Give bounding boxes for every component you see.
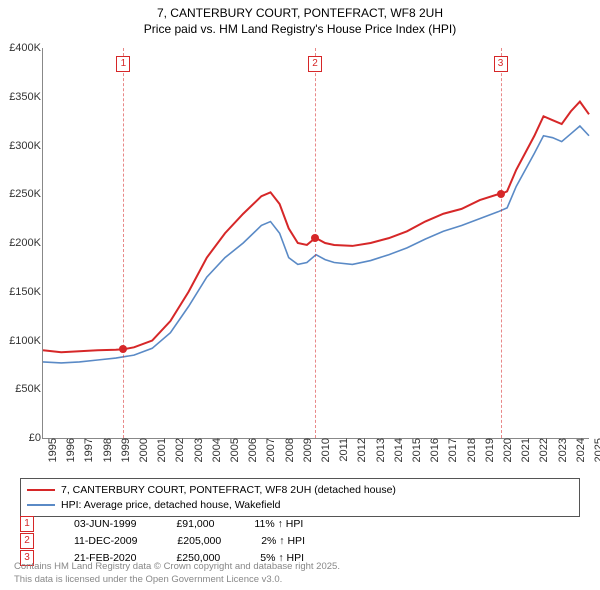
x-axis-tick-label: 1996	[61, 438, 77, 462]
x-axis-tick-label: 1995	[43, 438, 59, 462]
sale-marker-on-chart: 1	[116, 56, 130, 72]
legend-row: 7, CANTERBURY COURT, PONTEFRACT, WF8 2UH…	[27, 483, 573, 498]
sale-marker: 1	[20, 516, 34, 532]
x-axis-tick-label: 2013	[371, 438, 387, 462]
x-axis-tick-label: 2011	[334, 438, 350, 462]
sale-marker: 2	[20, 533, 34, 549]
sale-marker-on-chart: 2	[308, 56, 322, 72]
x-axis-tick-label: 2019	[480, 438, 496, 462]
legend-box: 7, CANTERBURY COURT, PONTEFRACT, WF8 2UH…	[20, 478, 580, 517]
legend-label-0: 7, CANTERBURY COURT, PONTEFRACT, WF8 2UH…	[61, 483, 396, 498]
y-axis-tick-label: £300K	[9, 140, 43, 152]
x-axis-tick-label: 2000	[134, 438, 150, 462]
x-axis-tick-label: 2016	[425, 438, 441, 462]
y-axis-tick-label: £350K	[9, 91, 43, 103]
sale-guideline	[501, 48, 502, 438]
x-axis-tick-label: 2014	[389, 438, 405, 462]
y-axis-tick-label: £50K	[15, 383, 43, 395]
x-axis-tick-label: 2007	[261, 438, 277, 462]
sale-price: £91,000	[176, 516, 214, 533]
x-axis-tick-label: 2006	[243, 438, 259, 462]
legend-label-1: HPI: Average price, detached house, Wake…	[61, 498, 280, 513]
y-axis-tick-label: £150K	[9, 286, 43, 298]
footer-attribution: Contains HM Land Registry data © Crown c…	[14, 561, 340, 586]
title-line1: 7, CANTERBURY COURT, PONTEFRACT, WF8 2UH	[0, 6, 600, 22]
y-axis-tick-label: £400K	[9, 42, 43, 54]
x-axis-tick-label: 2020	[498, 438, 514, 462]
x-axis-tick-label: 2018	[462, 438, 478, 462]
x-axis-tick-label: 2022	[534, 438, 550, 462]
sale-point-dot	[119, 345, 127, 353]
x-axis-tick-label: 2015	[407, 438, 423, 462]
sale-point-dot	[497, 190, 505, 198]
y-axis-tick-label: £100K	[9, 335, 43, 347]
x-axis-tick-label: 2012	[352, 438, 368, 462]
title-line2: Price paid vs. HM Land Registry's House …	[0, 22, 600, 38]
x-axis-tick-label: 2003	[189, 438, 205, 462]
sale-price: £205,000	[177, 533, 221, 550]
sales-row: 1 03-JUN-1999 £91,000 11% ↑ HPI	[20, 516, 305, 533]
sales-table: 1 03-JUN-1999 £91,000 11% ↑ HPI 2 11-DEC…	[20, 516, 305, 566]
x-axis-tick-label: 2004	[207, 438, 223, 462]
chart-plot-area: £0£50K£100K£150K£200K£250K£300K£350K£400…	[42, 48, 589, 439]
sale-delta: 2% ↑ HPI	[261, 533, 305, 550]
y-axis-tick-label: £0	[29, 432, 43, 444]
sales-row: 2 11-DEC-2009 £205,000 2% ↑ HPI	[20, 533, 305, 550]
footer-line1: Contains HM Land Registry data © Crown c…	[14, 561, 340, 573]
x-axis-tick-label: 2002	[170, 438, 186, 462]
x-axis-tick-label: 2009	[298, 438, 314, 462]
x-axis-tick-label: 1997	[79, 438, 95, 462]
x-axis-tick-label: 2008	[280, 438, 296, 462]
x-axis-tick-label: 2001	[152, 438, 168, 462]
legend-swatch-1	[27, 504, 55, 506]
sale-point-dot	[311, 234, 319, 242]
y-axis-tick-label: £200K	[9, 237, 43, 249]
x-axis-tick-label: 2010	[316, 438, 332, 462]
x-axis-tick-label: 2024	[571, 438, 587, 462]
sale-marker-on-chart: 3	[494, 56, 508, 72]
y-axis-tick-label: £250K	[9, 188, 43, 200]
sale-guideline	[315, 48, 316, 438]
sale-guideline	[123, 48, 124, 438]
x-axis-tick-label: 2017	[443, 438, 459, 462]
x-axis-tick-label: 1998	[98, 438, 114, 462]
legend-swatch-0	[27, 489, 55, 491]
x-axis-tick-label: 2025	[589, 438, 600, 462]
sale-date: 11-DEC-2009	[74, 533, 137, 550]
x-axis-tick-label: 2021	[516, 438, 532, 462]
x-axis-tick-label: 2005	[225, 438, 241, 462]
footer-line2: This data is licensed under the Open Gov…	[14, 574, 340, 586]
chart-container: 7, CANTERBURY COURT, PONTEFRACT, WF8 2UH…	[0, 0, 600, 590]
x-axis-tick-label: 1999	[116, 438, 132, 462]
sale-delta: 11% ↑ HPI	[254, 516, 303, 533]
legend-row: HPI: Average price, detached house, Wake…	[27, 498, 573, 513]
sale-date: 03-JUN-1999	[74, 516, 136, 533]
x-axis-tick-label: 2023	[553, 438, 569, 462]
title-block: 7, CANTERBURY COURT, PONTEFRACT, WF8 2UH…	[0, 0, 600, 37]
